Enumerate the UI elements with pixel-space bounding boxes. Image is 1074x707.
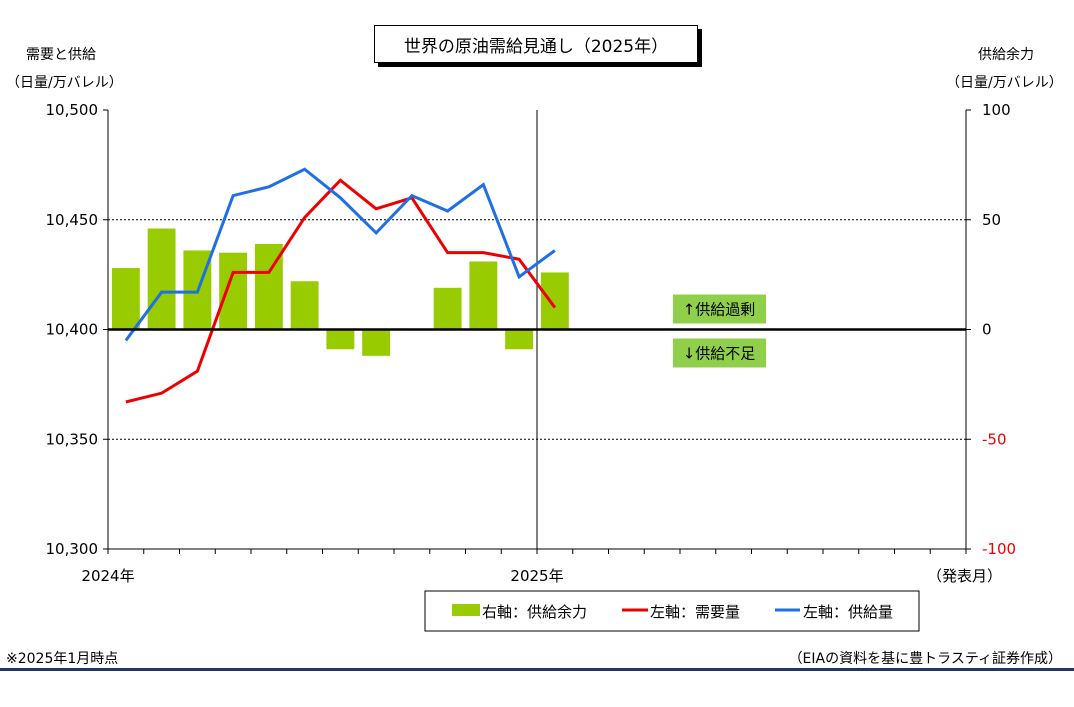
- surplus-bar: [111, 268, 140, 330]
- surplus-bar: [433, 287, 462, 330]
- deficit-callout-box: [673, 338, 766, 368]
- surplus-bar: [290, 281, 319, 330]
- surplus-bar: [362, 329, 391, 356]
- legend-box: [424, 590, 920, 632]
- left-tick-label: 10,300: [46, 540, 99, 558]
- surplus-callout-box: [673, 294, 766, 324]
- right-axis-caption-2: （日量/万バレル）: [946, 75, 1063, 91]
- right-tick-label: -50: [982, 430, 1007, 448]
- chart-title: 世界の原油需給見通し（2025年）: [374, 25, 698, 63]
- x-axis-label: （発表月）: [927, 567, 1002, 585]
- surplus-callout-label: ↑供給過剰: [683, 301, 756, 319]
- legend-supply-label: 左軸：供給量: [803, 603, 893, 621]
- right-tick-label: -100: [982, 540, 1016, 558]
- demand-line: [125, 178, 557, 404]
- left-tick-label: 10,400: [46, 321, 99, 339]
- left-axis-caption-2: （日量/万バレル）: [6, 75, 123, 91]
- left-tick-label: 10,350: [46, 430, 99, 448]
- legend-demand-label: 左軸：需要量: [650, 603, 740, 621]
- right-tick-label: 0: [982, 321, 992, 339]
- surplus-bar: [219, 252, 248, 330]
- left-axis-caption-1: 需要と供給: [26, 47, 96, 63]
- x-tick-label: 2025年: [510, 567, 563, 585]
- bottom-rule: [0, 668, 1074, 671]
- legend-bar-swatch: [452, 604, 480, 616]
- legend-surplus-label: 右軸：供給余力: [482, 603, 587, 621]
- deficit-callout-label: ↓供給不足: [683, 345, 756, 363]
- surplus-bar: [540, 272, 569, 330]
- supply-line: [124, 167, 556, 342]
- x-tick-label: 2024年: [81, 567, 134, 585]
- right-tick-label: 50: [982, 211, 1001, 229]
- surplus-bar: [326, 329, 355, 350]
- surplus-bar: [505, 329, 534, 350]
- source-note: （EIAの資料を基に豊トラスティ証券作成）: [788, 651, 1062, 667]
- left-tick-label: 10,450: [46, 211, 99, 229]
- left-tick-label: 10,500: [46, 101, 99, 119]
- surplus-bar: [147, 228, 176, 330]
- surplus-bar: [469, 261, 498, 330]
- right-axis-caption-1: 供給余力: [978, 47, 1034, 63]
- right-tick-label: 100: [982, 101, 1011, 119]
- footnote: ※2025年1月時点: [6, 651, 119, 667]
